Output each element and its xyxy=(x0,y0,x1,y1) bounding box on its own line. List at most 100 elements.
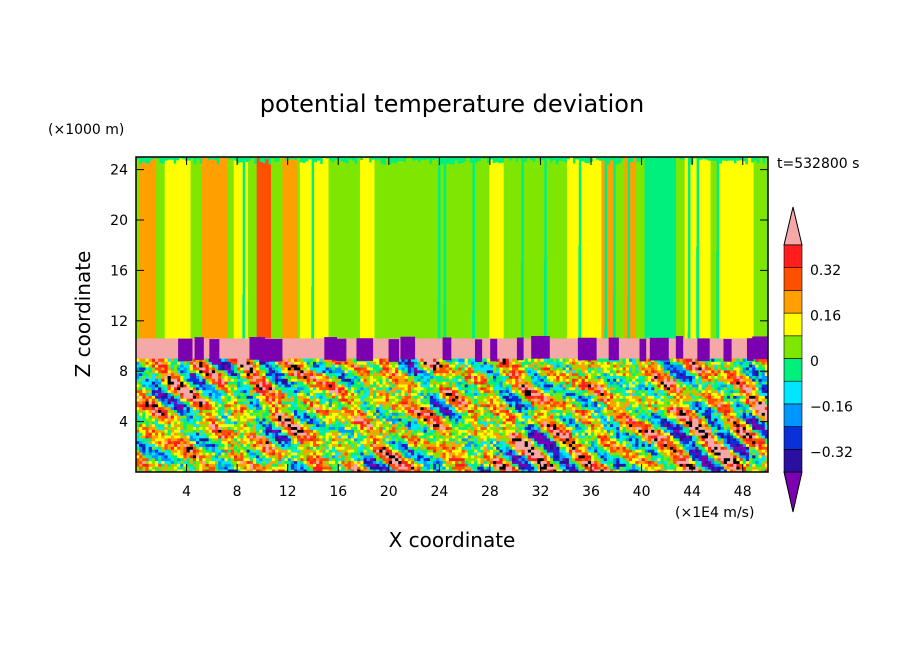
lower-cell xyxy=(385,398,390,402)
upper-plume xyxy=(756,163,760,340)
lower-cell xyxy=(379,386,383,391)
lower-cell xyxy=(385,358,390,362)
lower-cell xyxy=(224,463,229,467)
lower-cell xyxy=(278,420,282,425)
lower-cell xyxy=(262,381,266,385)
lower-cell xyxy=(252,435,257,439)
lower-cell xyxy=(407,423,412,428)
lower-cell xyxy=(142,457,146,462)
lower-cell xyxy=(139,364,143,368)
lower-cell xyxy=(180,418,184,422)
lower-cell xyxy=(354,406,358,411)
lower-cell xyxy=(493,469,497,472)
lower-cell xyxy=(322,418,326,422)
lower-cell xyxy=(256,446,260,450)
lower-cell xyxy=(192,452,197,456)
upper-plume xyxy=(225,157,229,340)
lower-cell xyxy=(221,452,225,456)
lower-cell xyxy=(256,418,260,422)
lower-cell xyxy=(398,432,402,436)
lower-cell xyxy=(395,381,399,385)
lower-cell xyxy=(136,426,140,430)
lower-cell xyxy=(208,392,213,396)
lower-cell xyxy=(243,361,247,365)
lower-cell xyxy=(382,367,387,371)
lower-cell xyxy=(145,395,150,399)
lower-cell xyxy=(483,369,488,374)
lower-cell xyxy=(363,403,368,408)
lower-cell xyxy=(167,406,172,411)
lower-cell xyxy=(148,386,153,391)
lower-cell xyxy=(167,449,172,453)
lower-cell xyxy=(265,446,270,450)
lower-cell xyxy=(262,406,266,411)
lower-cell xyxy=(237,369,241,374)
lower-cell xyxy=(464,386,469,391)
lower-cell xyxy=(347,386,352,391)
lower-cell xyxy=(335,463,339,467)
lower-cell xyxy=(414,364,418,368)
lower-cell xyxy=(357,418,361,422)
lower-cell xyxy=(442,426,447,430)
lower-cell xyxy=(331,435,336,439)
lower-cell xyxy=(227,426,232,430)
lower-cell xyxy=(145,452,150,456)
lower-cell xyxy=(452,457,456,462)
lower-cell xyxy=(287,426,292,430)
lower-cell xyxy=(464,463,469,467)
lower-cell xyxy=(170,418,175,422)
lower-cell xyxy=(265,367,270,371)
lower-cell xyxy=(414,460,418,464)
lower-cell xyxy=(505,454,510,459)
lower-cell xyxy=(328,375,333,379)
lower-cell xyxy=(246,386,251,391)
lower-cell xyxy=(467,412,472,416)
lower-cell xyxy=(461,392,466,396)
lower-cell xyxy=(505,426,510,430)
lower-cell xyxy=(281,435,285,439)
lower-cell xyxy=(189,437,194,442)
lower-cell xyxy=(243,446,247,450)
lower-cell xyxy=(426,426,431,430)
lower-cell xyxy=(297,435,301,439)
lower-cell xyxy=(385,429,390,433)
lower-cell xyxy=(373,358,377,362)
lower-cell xyxy=(404,398,409,402)
lower-cell xyxy=(180,437,184,442)
lower-cell xyxy=(420,384,424,388)
lower-cell xyxy=(224,435,229,439)
lower-cell xyxy=(404,364,409,368)
lower-cell xyxy=(294,443,298,447)
lower-cell xyxy=(505,361,510,365)
lower-cell xyxy=(442,369,447,374)
lower-cell xyxy=(376,378,380,382)
lower-cell xyxy=(470,446,475,450)
lower-cell xyxy=(426,446,431,450)
lower-cell xyxy=(180,384,184,388)
lower-cell xyxy=(167,372,172,377)
lower-cell xyxy=(467,409,472,413)
lower-cell xyxy=(199,375,203,379)
lower-cell xyxy=(202,398,206,402)
lower-cell xyxy=(461,358,466,362)
lower-cell xyxy=(246,449,251,453)
lower-cell xyxy=(480,361,484,365)
lower-cell xyxy=(262,452,266,456)
lower-cell xyxy=(230,415,235,419)
lower-cell xyxy=(369,381,374,385)
lower-cell xyxy=(139,401,143,405)
lower-cell xyxy=(331,386,336,391)
lower-cell xyxy=(344,429,349,433)
lower-cell xyxy=(508,392,513,396)
lower-cell xyxy=(192,369,197,374)
lower-cell xyxy=(139,403,143,408)
lower-cell xyxy=(278,429,282,433)
upper-plume xyxy=(506,158,510,340)
lower-cell xyxy=(341,406,345,411)
lower-cell xyxy=(265,420,270,425)
lower-cell xyxy=(240,364,244,368)
lower-cell xyxy=(420,443,424,447)
lower-cell xyxy=(237,415,241,419)
lower-cell xyxy=(477,409,481,413)
lower-cell xyxy=(284,401,289,405)
